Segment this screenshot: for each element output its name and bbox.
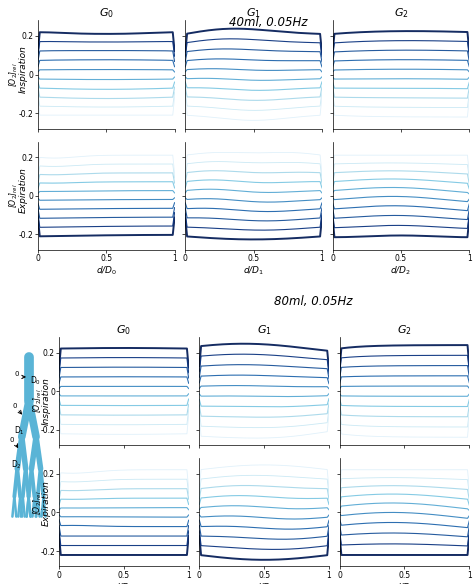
Text: 0: 0 — [12, 403, 17, 409]
Text: [O$_2$]$_{rel}$: [O$_2$]$_{rel}$ — [32, 388, 44, 413]
Text: 40ml, 0.05Hz: 40ml, 0.05Hz — [228, 16, 307, 29]
Text: 0: 0 — [15, 371, 19, 377]
Text: D$_0$: D$_0$ — [29, 375, 41, 387]
Text: D$_1$: D$_1$ — [14, 425, 25, 437]
X-axis label: d/D$_0$: d/D$_0$ — [113, 581, 135, 584]
X-axis label: d/D$_1$: d/D$_1$ — [254, 581, 275, 584]
Text: [O$_2$]$_{rel}$: [O$_2$]$_{rel}$ — [8, 62, 20, 87]
Text: 80ml, 0.05Hz: 80ml, 0.05Hz — [273, 295, 352, 308]
Text: Inspiration: Inspiration — [18, 45, 27, 93]
X-axis label: d/D$_2$: d/D$_2$ — [391, 265, 411, 277]
X-axis label: d/D$_1$: d/D$_1$ — [243, 265, 264, 277]
Text: Expiration: Expiration — [42, 479, 51, 526]
Text: [O$_2$]$_{rel}$: [O$_2$]$_{rel}$ — [8, 183, 20, 208]
Text: [O$_2$]$_{rel}$: [O$_2$]$_{rel}$ — [32, 491, 44, 515]
Title: G$_1$: G$_1$ — [246, 6, 261, 20]
Text: D$_2$: D$_2$ — [11, 458, 22, 471]
X-axis label: d/D$_2$: d/D$_2$ — [394, 581, 415, 584]
Text: Inspiration: Inspiration — [42, 377, 51, 425]
Title: G$_2$: G$_2$ — [393, 6, 409, 20]
Text: 0: 0 — [10, 437, 14, 443]
Title: G$_0$: G$_0$ — [99, 6, 114, 20]
Title: G$_0$: G$_0$ — [116, 324, 131, 337]
X-axis label: d/D$_0$: d/D$_0$ — [96, 265, 117, 277]
Text: Expiration: Expiration — [18, 168, 27, 213]
Title: G$_1$: G$_1$ — [257, 324, 272, 337]
Title: G$_2$: G$_2$ — [397, 324, 412, 337]
